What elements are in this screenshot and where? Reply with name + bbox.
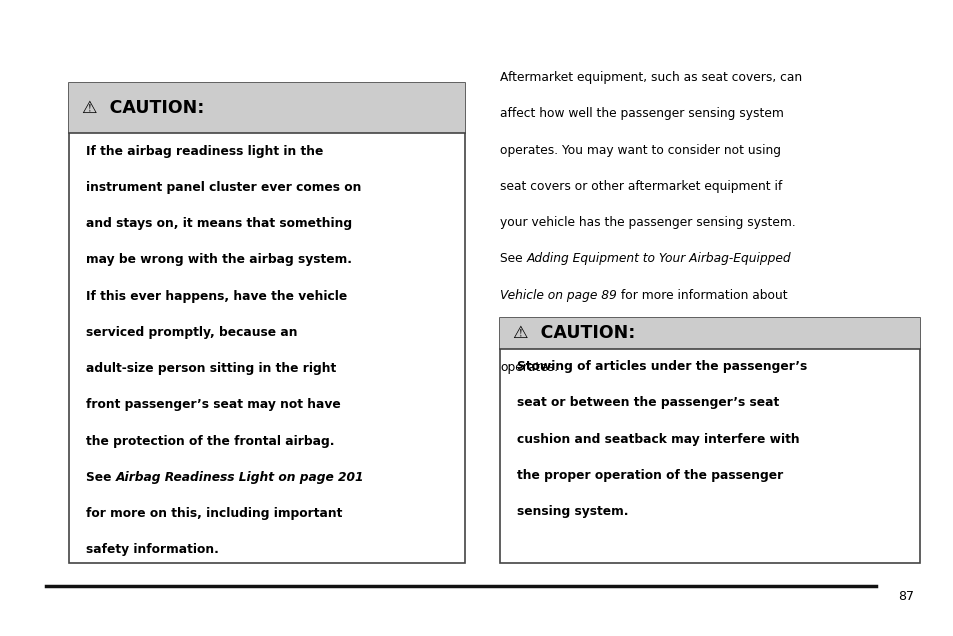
Text: for more information about: for more information about xyxy=(616,289,786,301)
Text: Vehicle on page 89: Vehicle on page 89 xyxy=(499,289,616,301)
Text: operates. You may want to consider not using: operates. You may want to consider not u… xyxy=(499,144,781,156)
Text: for more on this, including important: for more on this, including important xyxy=(86,507,342,520)
Text: ⚠  CAUTION:: ⚠ CAUTION: xyxy=(513,324,635,342)
Text: instrument panel cluster ever comes on: instrument panel cluster ever comes on xyxy=(86,181,361,194)
Text: affect how well the passenger sensing system: affect how well the passenger sensing sy… xyxy=(499,107,783,120)
Text: See: See xyxy=(86,471,115,484)
Text: Adding Equipment to Your Airbag-Equipped: Adding Equipment to Your Airbag-Equipped xyxy=(526,252,790,265)
Text: See: See xyxy=(499,252,526,265)
Bar xyxy=(69,83,464,563)
Text: seat covers or other aftermarket equipment if: seat covers or other aftermarket equipme… xyxy=(499,180,781,193)
Text: If the airbag readiness light in the: If the airbag readiness light in the xyxy=(86,144,323,158)
Text: seat or between the passenger’s seat: seat or between the passenger’s seat xyxy=(517,396,779,410)
Text: modifications that can affect how the system: modifications that can affect how the sy… xyxy=(499,325,778,338)
Text: sensing system.: sensing system. xyxy=(517,505,628,518)
Text: the proper operation of the passenger: the proper operation of the passenger xyxy=(517,469,782,482)
Text: Airbag Readiness Light on page 201: Airbag Readiness Light on page 201 xyxy=(115,471,364,484)
Text: and stays on, it means that something: and stays on, it means that something xyxy=(86,217,352,230)
Text: safety information.: safety information. xyxy=(86,543,218,556)
Text: If this ever happens, have the vehicle: If this ever happens, have the vehicle xyxy=(86,289,347,303)
Text: serviced promptly, because an: serviced promptly, because an xyxy=(86,326,297,339)
Text: ⚠  CAUTION:: ⚠ CAUTION: xyxy=(82,99,204,117)
Bar xyxy=(69,83,464,133)
Text: Stowing of articles under the passenger’s: Stowing of articles under the passenger’… xyxy=(517,360,806,373)
Text: Aftermarket equipment, such as seat covers, can: Aftermarket equipment, such as seat cove… xyxy=(499,71,801,84)
Bar xyxy=(499,318,919,349)
Text: your vehicle has the passenger sensing system.: your vehicle has the passenger sensing s… xyxy=(499,216,795,229)
Text: may be wrong with the airbag system.: may be wrong with the airbag system. xyxy=(86,253,352,266)
Text: cushion and seatback may interfere with: cushion and seatback may interfere with xyxy=(517,432,799,446)
Text: front passenger’s seat may not have: front passenger’s seat may not have xyxy=(86,398,340,411)
Text: the protection of the frontal airbag.: the protection of the frontal airbag. xyxy=(86,434,334,448)
Text: 87: 87 xyxy=(897,590,913,602)
Text: adult-size person sitting in the right: adult-size person sitting in the right xyxy=(86,362,335,375)
Bar xyxy=(499,318,919,563)
Text: operates.: operates. xyxy=(499,361,558,374)
